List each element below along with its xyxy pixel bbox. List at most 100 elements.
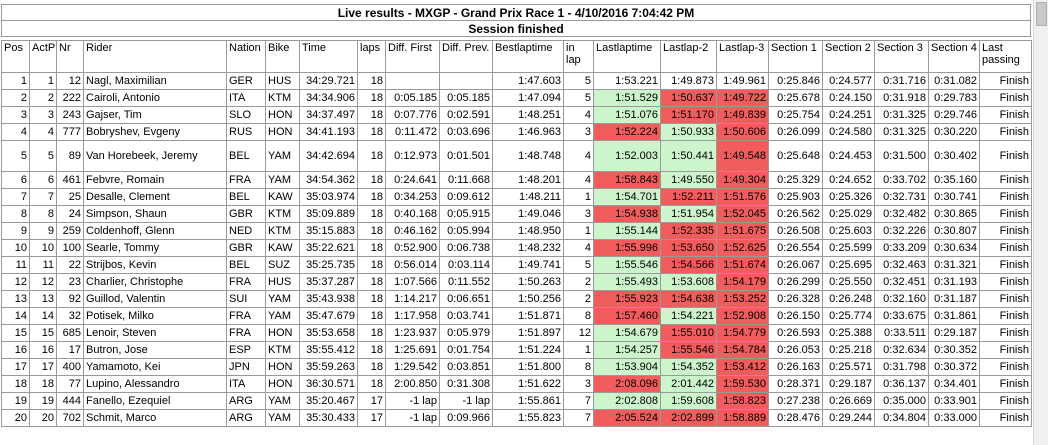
bestlap-cell: 1:48.201 [492, 171, 564, 189]
inlap-cell: 3 [563, 375, 594, 393]
section1-cell: 0:25.903 [768, 188, 823, 206]
section3-cell: 0:36.137 [874, 375, 929, 393]
section2-cell: 0:29.187 [822, 375, 875, 393]
section4-cell: 0:29.746 [928, 106, 980, 124]
section2-cell: 0:24.580 [822, 123, 875, 141]
results-table: Pos ActP Nr Rider Nation Bike Time laps Diff. Fi… [1, 40, 1032, 427]
rider-cell: Febvre, Romain [83, 171, 227, 189]
diff-first-cell: -1 lap [385, 392, 440, 410]
table-row: 14 14 32 Potisek, Milko FRA YAM 35:47.679 18 1:1… [1, 307, 1032, 325]
time-cell: 35:47.679 [299, 307, 358, 325]
pos-cell: 2 [1, 89, 30, 107]
bike-cell: HON [265, 358, 300, 376]
section4-cell: 0:30.352 [928, 341, 980, 359]
rider-cell: Bobryshev, Evgeny [83, 123, 227, 141]
table-row: 10 10 100 Searle, Tommy GBR KAW 35:22.621 18 0:5… [1, 239, 1032, 257]
inlap-cell: 1 [563, 341, 594, 359]
column-header: Diff. Prev. [439, 40, 493, 73]
lastlap3-cell: 1:53.252 [716, 290, 769, 308]
section3-cell: 0:33.675 [874, 307, 929, 325]
nr-cell: 777 [56, 123, 84, 141]
section1-cell: 0:26.299 [768, 273, 823, 291]
diff-first-cell: 1:17.958 [385, 307, 440, 325]
laps-cell: 18 [357, 222, 386, 240]
lastlap2-cell: 1:52.335 [660, 222, 717, 240]
lastlap-cell: 1:55.546 [593, 256, 661, 274]
actp-cell: 9 [29, 222, 57, 240]
diff-first-cell: 1:29.542 [385, 358, 440, 376]
section4-cell: 0:29.783 [928, 89, 980, 107]
laps-cell: 18 [357, 188, 386, 206]
nation-cell: SUI [226, 290, 266, 308]
nation-cell: GBR [226, 239, 266, 257]
nr-cell: 702 [56, 409, 84, 427]
lastlap2-cell: 2:01.442 [660, 375, 717, 393]
laps-cell: 18 [357, 307, 386, 325]
rider-cell: Van Horebeek, Jeremy [83, 140, 227, 172]
section3-cell: 0:33.511 [874, 324, 929, 342]
inlap-cell: 5 [563, 89, 594, 107]
table-row: 6 6 461 Febvre, Romain FRA YAM 34:54.362 18 0:24… [1, 171, 1032, 189]
bestlap-cell: 1:49.046 [492, 205, 564, 223]
table-row: 8 8 24 Simpson, Shaun GBR KTM 35:09.889 18 0:40.… [1, 205, 1032, 223]
rider-cell: Coldenhoff, Glenn [83, 222, 227, 240]
lastlap-cell: 2:05.524 [593, 409, 661, 427]
title-table: Live results - MXGP - Grand Prix Race 1 … [1, 4, 1031, 37]
bike-cell: HUS [265, 72, 300, 90]
actp-cell: 13 [29, 290, 57, 308]
diff-first-cell: 1:07.566 [385, 273, 440, 291]
section4-cell: 0:35.160 [928, 171, 980, 189]
actp-cell: 8 [29, 205, 57, 223]
column-header: Nr [56, 40, 84, 73]
rider-cell: Lenoir, Steven [83, 324, 227, 342]
bestlap-cell: 1:48.748 [492, 140, 564, 172]
nr-cell: 23 [56, 273, 84, 291]
lastlap-cell: 1:52.003 [593, 140, 661, 172]
section1-cell: 0:26.593 [768, 324, 823, 342]
diff-prev-cell: 0:03.851 [439, 358, 493, 376]
laps-cell: 18 [357, 72, 386, 90]
column-header: Section 3 [874, 40, 929, 73]
laps-cell: 18 [357, 324, 386, 342]
lastlap2-cell: 1:49.550 [660, 171, 717, 189]
section3-cell: 0:32.463 [874, 256, 929, 274]
actp-cell: 2 [29, 89, 57, 107]
section4-cell: 0:31.321 [928, 256, 980, 274]
lastlap2-cell: 1:54.566 [660, 256, 717, 274]
scrollbar-thumb[interactable] [1036, 2, 1047, 26]
laps-cell: 18 [357, 290, 386, 308]
section2-cell: 0:25.571 [822, 358, 875, 376]
rider-cell: Simpson, Shaun [83, 205, 227, 223]
time-cell: 34:54.362 [299, 171, 358, 189]
column-header: Lastlap-3 [716, 40, 769, 73]
last-passing-cell: Finish [979, 392, 1032, 410]
bike-cell: HUS [265, 273, 300, 291]
table-row: 5 5 89 Van Horebeek, Jeremy BEL YAM 34:42.694 1… [1, 140, 1032, 172]
nr-cell: 12 [56, 72, 84, 90]
section1-cell: 0:28.476 [768, 409, 823, 427]
actp-cell: 12 [29, 273, 57, 291]
diff-prev-cell: 0:09.966 [439, 409, 493, 427]
nation-cell: SLO [226, 106, 266, 124]
vertical-scrollbar[interactable] [1033, 0, 1048, 445]
section4-cell: 0:31.082 [928, 72, 980, 90]
nr-cell: 32 [56, 307, 84, 325]
diff-first-cell: 0:52.900 [385, 239, 440, 257]
lastlap2-cell: 1:52.211 [660, 188, 717, 206]
diff-first-cell: 0:24.641 [385, 171, 440, 189]
lastlap2-cell: 1:51.954 [660, 205, 717, 223]
table-row: 7 7 25 Desalle, Clement BEL KAW 35:03.974 18 0:3… [1, 188, 1032, 206]
lastlap3-cell: 1:54.779 [716, 324, 769, 342]
actp-cell: 14 [29, 307, 57, 325]
lastlap3-cell: 1:54.784 [716, 341, 769, 359]
table-row: 11 11 22 Strijbos, Kevin BEL SUZ 35:25.735 18 0:… [1, 256, 1032, 274]
pos-cell: 9 [1, 222, 30, 240]
bestlap-cell: 1:51.897 [492, 324, 564, 342]
section2-cell: 0:25.774 [822, 307, 875, 325]
time-cell: 35:03.974 [299, 188, 358, 206]
section3-cell: 0:31.325 [874, 123, 929, 141]
diff-prev-cell: 0:03.696 [439, 123, 493, 141]
inlap-cell: 3 [563, 205, 594, 223]
nation-cell: FRA [226, 273, 266, 291]
